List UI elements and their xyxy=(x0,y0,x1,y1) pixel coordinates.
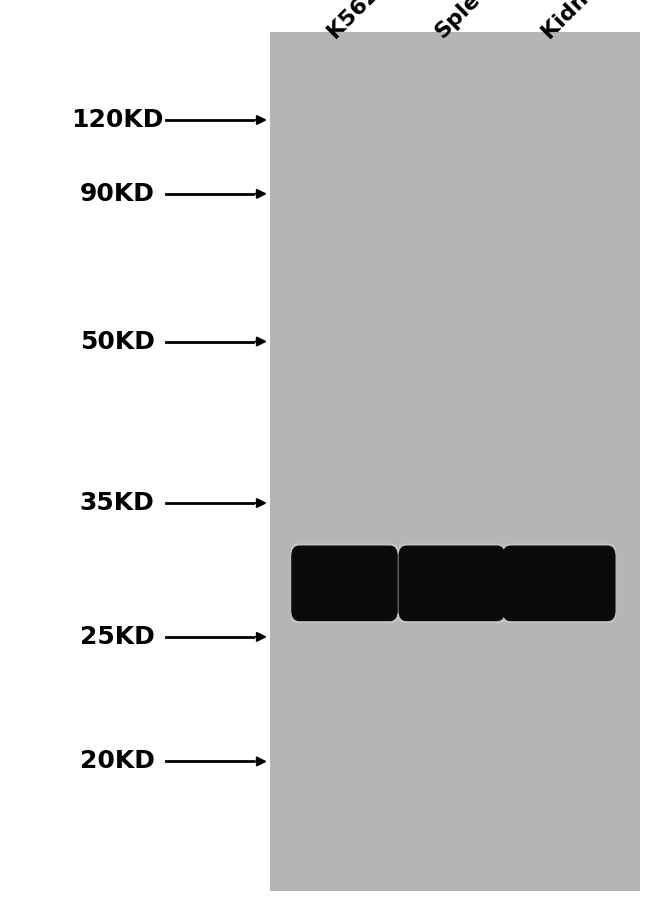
Text: Kidney: Kidney xyxy=(538,0,614,42)
Text: Spleen: Spleen xyxy=(431,0,506,42)
FancyBboxPatch shape xyxy=(502,544,616,623)
Text: 90KD: 90KD xyxy=(79,182,155,206)
FancyBboxPatch shape xyxy=(398,545,505,621)
FancyBboxPatch shape xyxy=(398,544,506,623)
Bar xyxy=(270,32,640,891)
Text: 20KD: 20KD xyxy=(79,749,155,773)
FancyBboxPatch shape xyxy=(502,545,616,621)
Text: 50KD: 50KD xyxy=(79,330,155,354)
FancyBboxPatch shape xyxy=(291,544,398,623)
Text: K562: K562 xyxy=(324,0,383,42)
FancyBboxPatch shape xyxy=(291,545,398,621)
Text: 25KD: 25KD xyxy=(79,625,155,649)
Text: 35KD: 35KD xyxy=(79,491,155,515)
Text: 120KD: 120KD xyxy=(71,108,163,132)
